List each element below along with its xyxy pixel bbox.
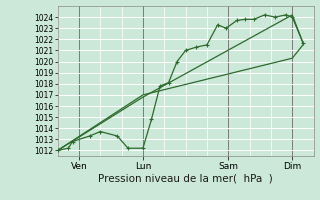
X-axis label: Pression niveau de la mer(  hPa  ): Pression niveau de la mer( hPa ) <box>98 173 273 183</box>
